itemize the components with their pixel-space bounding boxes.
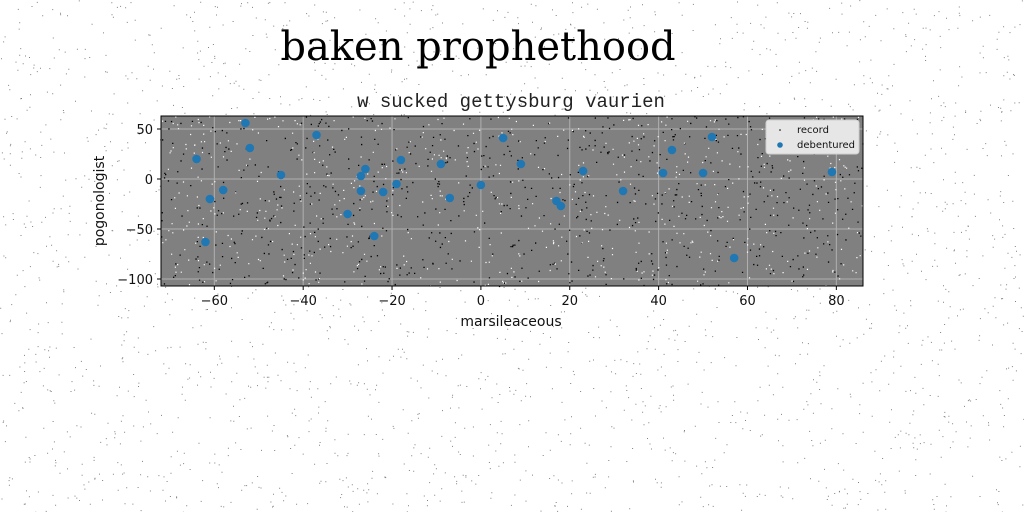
plot-frame bbox=[160, 115, 864, 287]
debentured-series-points bbox=[192, 118, 837, 263]
y-axis-label: pogonologist bbox=[92, 155, 108, 246]
scatter-point bbox=[556, 201, 566, 211]
figure-suptitle: baken prophethood bbox=[280, 24, 675, 70]
scatter-point bbox=[445, 193, 455, 203]
legend-label-record: record bbox=[797, 125, 829, 136]
legend-marker-record bbox=[779, 129, 781, 131]
x-tick-label: 0 bbox=[477, 294, 485, 309]
grid-lines bbox=[161, 116, 863, 286]
scatter-point bbox=[658, 168, 668, 178]
legend-label-debentured: debentured bbox=[797, 140, 855, 151]
chart-title: w sucked gettysburg vaurien bbox=[357, 91, 665, 113]
scatter-point bbox=[241, 118, 250, 128]
scatter-point bbox=[476, 180, 486, 190]
scatter-point bbox=[218, 185, 228, 195]
plot-area bbox=[160, 115, 864, 288]
scatter-point bbox=[729, 253, 739, 263]
y-tick-label: 0 bbox=[145, 173, 153, 188]
scatter-point bbox=[396, 155, 406, 165]
scatter-point bbox=[827, 167, 837, 177]
legend-box bbox=[765, 119, 860, 155]
legend-marker-debentured bbox=[777, 142, 783, 148]
scatter-point bbox=[698, 168, 708, 178]
x-tick-label: 40 bbox=[650, 294, 667, 309]
plot-background bbox=[161, 116, 863, 286]
scatter-point bbox=[378, 187, 388, 197]
y-tick-label: 50 bbox=[136, 123, 153, 138]
y-tick-label: −100 bbox=[117, 273, 153, 288]
scatter-point bbox=[201, 237, 210, 247]
y-tick-label: −50 bbox=[126, 223, 153, 238]
scatter-point bbox=[498, 133, 508, 143]
x-tick-label: −40 bbox=[289, 294, 316, 309]
scatter-point bbox=[312, 130, 321, 140]
scatter-point bbox=[205, 194, 215, 204]
scatter-point bbox=[369, 231, 379, 241]
x-tick-label: 20 bbox=[561, 294, 578, 309]
y-axis-ticks: −100 −50 0 50 bbox=[117, 123, 161, 288]
scatter-point bbox=[707, 132, 717, 142]
x-tick-label: 80 bbox=[828, 294, 845, 309]
scatter-point bbox=[392, 179, 401, 189]
scatter-point bbox=[667, 145, 677, 155]
scatter-point bbox=[516, 159, 526, 169]
legend: record debentured bbox=[765, 119, 860, 155]
scatter-point bbox=[618, 186, 628, 196]
scatter-point bbox=[578, 166, 588, 176]
scatter-point bbox=[245, 143, 255, 153]
x-tick-label: −60 bbox=[201, 294, 228, 309]
scatter-point bbox=[356, 171, 366, 181]
x-tick-label: 60 bbox=[739, 294, 756, 309]
scatter-point bbox=[343, 209, 352, 219]
x-axis-label: marsileaceous bbox=[460, 314, 561, 330]
x-tick-label: −20 bbox=[378, 294, 405, 309]
scatter-point bbox=[276, 170, 286, 180]
scatter-point bbox=[361, 164, 370, 174]
scatter-point bbox=[192, 154, 201, 164]
x-axis-ticks: −60 −40 −20 0 20 40 60 80 bbox=[201, 286, 845, 309]
scatter-point bbox=[436, 159, 446, 169]
scatter-point bbox=[356, 186, 366, 196]
